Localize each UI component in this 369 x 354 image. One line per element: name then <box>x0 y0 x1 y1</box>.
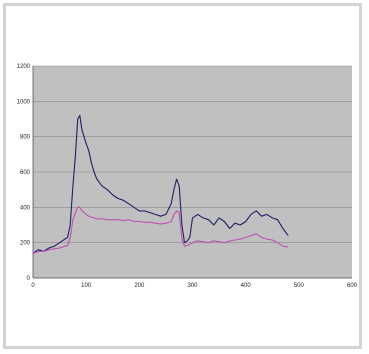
y-tick-label-400: 400 <box>20 205 31 211</box>
x-tick-label-600: 600 <box>347 283 358 289</box>
x-tick-label-400: 400 <box>241 283 252 289</box>
y-tick-label-1200: 1200 <box>17 64 31 70</box>
series-line-2 <box>32 206 289 254</box>
x-tick-labels: 0 100 200 300 400 500 600 <box>31 283 357 289</box>
y-tick-label-800: 800 <box>20 135 31 141</box>
y-tick-label-0: 0 <box>27 276 31 282</box>
y-tick-labels: 0 200 400 600 800 1000 1200 <box>17 64 31 282</box>
gridlines <box>33 65 352 279</box>
x-tick-label-500: 500 <box>294 283 305 289</box>
x-tick-label-100: 100 <box>81 283 92 289</box>
x-tick-label-300: 300 <box>187 283 198 289</box>
series-lines <box>32 114 289 254</box>
y-tick-label-200: 200 <box>20 241 31 247</box>
y-tick-label-600: 600 <box>20 170 31 176</box>
x-tick-label-0: 0 <box>31 283 35 289</box>
y-tick-label-1000: 1000 <box>17 99 31 105</box>
series-line-1 <box>32 114 289 254</box>
axes <box>32 66 352 279</box>
x-tick-label-200: 200 <box>134 283 145 289</box>
